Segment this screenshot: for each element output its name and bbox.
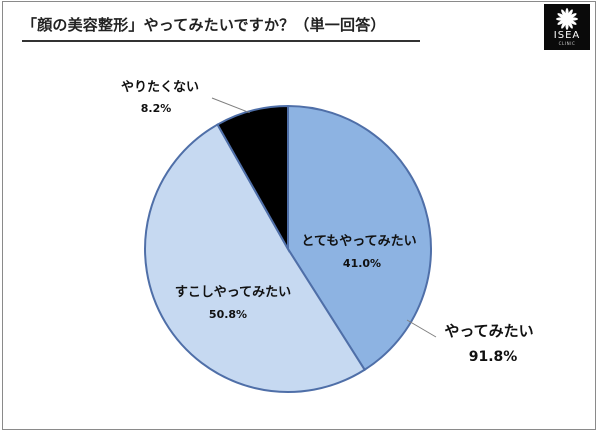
group-value: 91.8% (468, 349, 518, 365)
flower-center (565, 17, 569, 21)
flower-icon (556, 8, 578, 30)
group-label: やってみたい (444, 322, 534, 340)
flower-petal (567, 19, 573, 29)
flower-petal (567, 19, 577, 25)
logo-subtext: CLINIC (558, 41, 576, 46)
pie-slice-2 (216, 104, 289, 253)
slice-label-very: とてもやってみたい (301, 234, 417, 249)
flower-petal (557, 19, 567, 25)
slice-label-little: すこしやってみたい (174, 285, 292, 300)
slice-value-no: 8.2% (140, 102, 172, 115)
flower-petal (557, 13, 567, 19)
flower-petal (561, 19, 567, 29)
pie-slice-1 (144, 123, 367, 393)
flower-petal (561, 9, 567, 19)
slice-label-no: やりたくない (120, 80, 200, 95)
leader-line-no (211, 97, 250, 114)
leader-line-group (406, 319, 437, 338)
slice-value-little: 50.8% (208, 308, 248, 321)
title-underline (22, 40, 420, 42)
flower-petal (567, 9, 573, 19)
chart-title: 「顔の美容整形」やってみたいですか？（単一回答） (22, 16, 386, 34)
slice-value-very: 41.0% (342, 257, 382, 270)
flower-petal (567, 13, 577, 19)
clinic-logo: ISEA CLINIC (544, 4, 590, 50)
logo-text: ISEA (553, 30, 581, 41)
